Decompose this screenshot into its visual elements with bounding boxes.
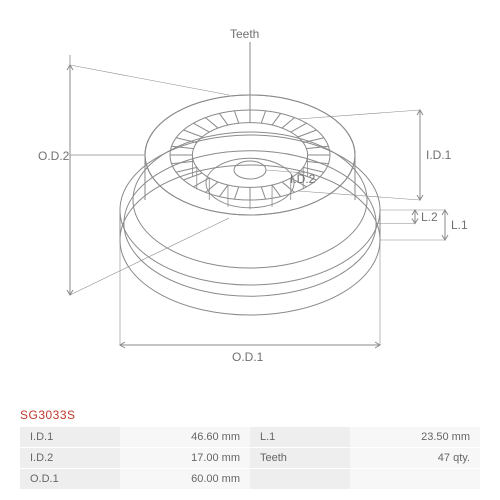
svg-text:O.D.1: O.D.1 xyxy=(232,350,264,364)
svg-text:L.2: L.2 xyxy=(421,210,438,224)
spec-key: I.D.1 xyxy=(20,427,120,447)
svg-text:L.1: L.1 xyxy=(451,218,468,232)
spec-value xyxy=(350,469,480,489)
svg-text:Teeth: Teeth xyxy=(230,27,259,41)
spec-row: O.D.1 60.00 mm xyxy=(20,469,480,489)
spec-key xyxy=(250,469,350,489)
spec-value: 60.00 mm xyxy=(120,469,250,489)
gear-drawing: Teeth O.D.2 I.D.1 I.D.2 O.D.1 L.2 L.1 xyxy=(20,10,480,400)
spec-value: 46.60 mm xyxy=(120,427,250,447)
svg-text:O.D.2: O.D.2 xyxy=(38,149,70,163)
spec-value: 17.00 mm xyxy=(120,448,250,468)
spec-key: I.D.2 xyxy=(20,448,120,468)
spec-key: O.D.1 xyxy=(20,469,120,489)
spec-row: I.D.1 46.60 mm L.1 23.50 mm xyxy=(20,427,480,447)
spec-row: I.D.2 17.00 mm Teeth 47 qty. xyxy=(20,448,480,468)
spec-value: 23.50 mm xyxy=(350,427,480,447)
spec-value: 47 qty. xyxy=(350,448,480,468)
svg-text:I.D.2: I.D.2 xyxy=(290,172,316,186)
spec-table: I.D.1 46.60 mm L.1 23.50 mm I.D.2 17.00 … xyxy=(20,427,480,490)
spec-key: L.1 xyxy=(250,427,350,447)
spec-key: Teeth xyxy=(250,448,350,468)
svg-text:I.D.1: I.D.1 xyxy=(426,148,452,162)
part-number: SG3033S xyxy=(20,408,76,422)
